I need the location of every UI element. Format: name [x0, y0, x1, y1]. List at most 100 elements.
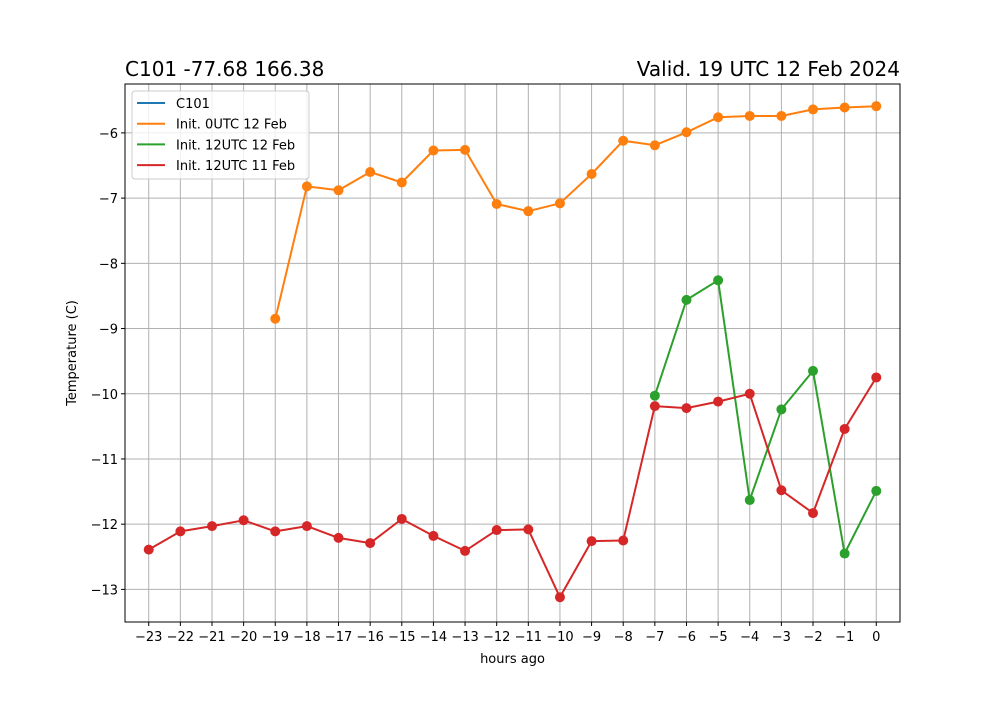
y-tick-label: −12 — [91, 518, 118, 533]
data-point — [713, 396, 724, 407]
series-init-0utc-12-feb — [270, 101, 882, 324]
data-point — [649, 140, 660, 151]
x-tick-label: −6 — [677, 630, 696, 645]
data-point — [586, 168, 597, 179]
data-point — [491, 198, 502, 209]
series-line — [274, 105, 877, 320]
data-point — [744, 110, 755, 121]
data-point — [776, 404, 787, 415]
x-tick-label: −23 — [135, 630, 162, 645]
y-tick-label: −9 — [99, 323, 118, 338]
x-tick-label: −14 — [420, 630, 447, 645]
data-point — [333, 532, 344, 543]
legend-label: Init. 12UTC 12 Feb — [176, 138, 295, 153]
data-point — [460, 144, 471, 155]
data-point — [301, 521, 312, 532]
y-axis-label: Temperature (C) — [65, 300, 80, 407]
series-line — [653, 279, 878, 555]
data-point — [554, 198, 565, 209]
x-tick-label: −1 — [835, 630, 854, 645]
y-tick-label: −11 — [91, 453, 118, 468]
data-point — [808, 104, 819, 115]
data-point — [744, 495, 755, 506]
data-point — [744, 388, 755, 399]
legend: C101 Init. 0UTC 12 Feb Init. 12UTC 12 Feb I… — [131, 90, 310, 180]
data-point — [586, 536, 597, 547]
x-tick-label: −9 — [582, 630, 601, 645]
data-point — [175, 526, 186, 537]
data-point — [143, 544, 154, 555]
data-point — [871, 485, 882, 496]
y-axis-ticks: −13 −12 −11 −10 −9 −8 −7 −6 — [91, 127, 125, 598]
x-tick-label: 0 — [872, 630, 880, 645]
data-point — [523, 524, 534, 535]
data-point — [649, 390, 660, 401]
data-point — [238, 515, 249, 526]
chart-title-left: C101 -77.68 166.38 — [125, 57, 324, 81]
data-point — [270, 526, 281, 537]
data-point — [396, 513, 407, 524]
x-tick-label: −13 — [451, 630, 478, 645]
data-point — [428, 530, 439, 541]
x-tick-label: −21 — [198, 630, 225, 645]
data-point — [839, 423, 850, 434]
x-tick-label: −12 — [483, 630, 510, 645]
data-point — [491, 525, 502, 536]
y-tick-label: −8 — [99, 257, 118, 272]
series-init-12utc-12-feb — [649, 275, 882, 559]
data-point — [460, 545, 471, 556]
x-tick-label: −15 — [388, 630, 415, 645]
data-point — [554, 592, 565, 603]
data-point — [365, 167, 376, 178]
data-point — [839, 102, 850, 113]
series-init-12utc-11-feb — [143, 372, 882, 603]
x-tick-label: −5 — [709, 630, 728, 645]
data-point — [649, 401, 660, 412]
x-axis-label: hours ago — [480, 652, 545, 667]
y-tick-label: −6 — [99, 127, 118, 142]
x-tick-label: −17 — [325, 630, 352, 645]
x-tick-label: −19 — [262, 630, 289, 645]
data-point — [808, 365, 819, 376]
data-point — [681, 403, 692, 414]
x-tick-label: −4 — [740, 630, 759, 645]
data-point — [333, 185, 344, 196]
x-tick-label: −7 — [645, 630, 664, 645]
data-point — [618, 535, 629, 546]
data-point — [681, 294, 692, 305]
x-tick-label: −2 — [803, 630, 822, 645]
x-tick-label: −11 — [515, 630, 542, 645]
series-lines — [143, 101, 882, 603]
data-point — [839, 548, 850, 559]
data-point — [871, 101, 882, 112]
y-tick-label: −13 — [91, 583, 118, 598]
x-tick-label: −10 — [546, 630, 573, 645]
data-point — [776, 110, 787, 121]
y-tick-label: −10 — [91, 388, 118, 403]
legend-label: Init. 0UTC 12 Feb — [176, 118, 287, 133]
data-point — [713, 275, 724, 286]
chart-title-right: Valid. 19 UTC 12 Feb 2024 — [637, 57, 900, 81]
x-tick-label: −16 — [356, 630, 383, 645]
data-point — [365, 538, 376, 549]
y-tick-label: −7 — [99, 192, 118, 207]
data-point — [776, 485, 787, 496]
legend-label: C101 — [176, 97, 210, 112]
x-axis-ticks: −23 −22 −21 −20 −19 −18 −17 −16 −15 −14 −13 −12 −11−… — [135, 622, 880, 645]
data-point — [713, 112, 724, 123]
x-tick-label: −20 — [230, 630, 257, 645]
data-point — [681, 127, 692, 138]
legend-box — [131, 90, 310, 180]
data-point — [270, 313, 281, 324]
legend-label: Init. 12UTC 11 Feb — [176, 159, 295, 174]
x-tick-label: −18 — [293, 630, 320, 645]
x-tick-label: −22 — [167, 630, 194, 645]
x-tick-label: −3 — [772, 630, 791, 645]
x-tick-label: −8 — [614, 630, 633, 645]
data-point — [428, 145, 439, 156]
data-point — [618, 135, 629, 146]
data-point — [871, 372, 882, 383]
data-point — [301, 181, 312, 192]
plot-frame — [124, 83, 901, 623]
